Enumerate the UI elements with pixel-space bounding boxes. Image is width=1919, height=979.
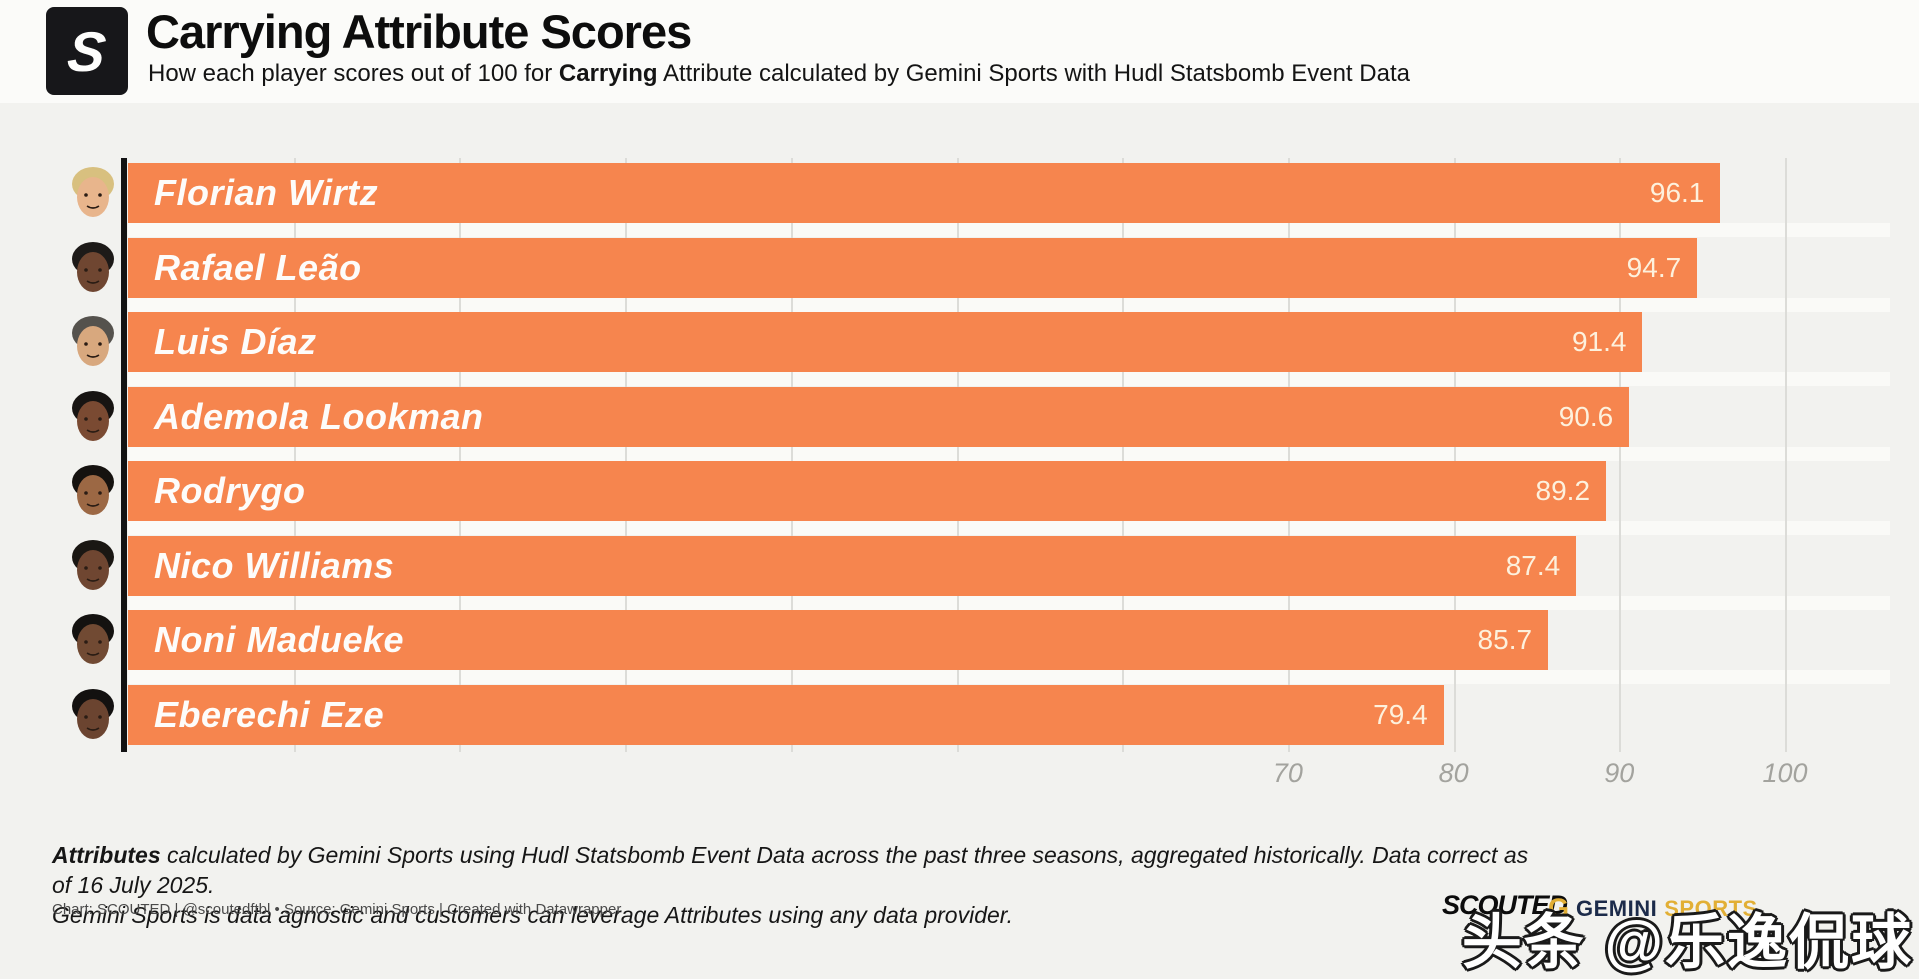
x-tick-label-80: 80 xyxy=(1438,758,1469,788)
sports-wordmark: SPORTS xyxy=(1664,895,1758,921)
chart-subtitle: How each player scores out of 100 for Ca… xyxy=(148,60,1410,88)
gridline-40 xyxy=(790,158,793,752)
row-gap-strip xyxy=(128,446,1890,461)
gridline-100 xyxy=(1785,158,1787,752)
footer-note-rest: calculated by Gemini Sports using Hudl S… xyxy=(52,842,1529,898)
bar-row: Florian Wirtz 96.1 xyxy=(0,163,1919,223)
player-name-label: Florian Wirtz xyxy=(154,172,379,213)
gemini-wordmark: GEMINI xyxy=(1576,895,1658,921)
player-photo xyxy=(72,614,114,664)
score-value-label: 85.7 xyxy=(1477,624,1533,655)
player-photo xyxy=(72,167,114,217)
score-bar: Rafael Leão 94.7 xyxy=(128,237,1698,298)
row-gap-strip xyxy=(128,223,1890,237)
gridline-70 xyxy=(1287,158,1290,752)
player-name-label: Rafael Leão xyxy=(154,246,362,288)
bar-row: Ademola Lookman 90.6 xyxy=(0,386,1919,447)
gridline-30 xyxy=(625,158,628,752)
row-gap-strip xyxy=(128,521,1890,535)
gemini-g-icon: G xyxy=(1548,893,1570,923)
score-bar: Ademola Lookman 90.6 xyxy=(128,386,1630,447)
subtitle-bold: Carrying xyxy=(558,60,658,87)
x-tick-label-70: 70 xyxy=(1272,758,1303,788)
gemini-sports-logo: G GEMINI SPORTS xyxy=(1548,893,1758,924)
score-bar: Luis Díaz 91.4 xyxy=(128,312,1643,372)
subtitle-pre: How each player scores out of 100 for xyxy=(148,60,559,87)
score-value-label: 79.4 xyxy=(1373,698,1428,730)
score-bar: Noni Madueke 85.7 xyxy=(128,610,1549,670)
player-name-label: Ademola Lookman xyxy=(154,395,484,437)
player-photo xyxy=(72,316,114,366)
subtitle-post: Attribute calculated by Gemini Sports wi… xyxy=(657,60,1410,87)
score-bar: Florian Wirtz 96.1 xyxy=(128,163,1721,223)
player-photo xyxy=(72,390,114,441)
score-bar: Eberechi Eze 79.4 xyxy=(128,684,1444,745)
score-bar: Rodrygo 89.2 xyxy=(128,461,1607,521)
score-value-label: 94.7 xyxy=(1626,251,1682,283)
row-gap-strip xyxy=(128,372,1890,386)
row-gap-strip xyxy=(128,595,1890,610)
page-title: Carrying Attribute Scores xyxy=(146,5,692,58)
gridline-90 xyxy=(1619,158,1622,752)
chart-credit: Chart: SCOUTED | @scoutedftbl • Source: … xyxy=(52,901,622,918)
watermark-text: 头条 @乐逸侃球 xyxy=(1461,909,1913,976)
y-axis-line xyxy=(121,158,127,752)
header-band xyxy=(0,0,1919,103)
bar-row: Eberechi Eze 79.4 xyxy=(0,684,1919,745)
bar-row: Nico Williams 87.4 xyxy=(0,535,1919,596)
score-bar: Nico Williams 87.4 xyxy=(128,535,1577,596)
score-value-label: 90.6 xyxy=(1558,400,1614,432)
row-gap-strip xyxy=(128,670,1890,684)
x-tick-label-90: 90 xyxy=(1604,758,1635,788)
bar-row: Luis Díaz 91.4 xyxy=(0,312,1919,372)
player-photo xyxy=(72,688,114,739)
gridline-60 xyxy=(1122,158,1125,752)
bar-row: Noni Madueke 85.7 xyxy=(0,610,1919,670)
player-name-label: Luis Díaz xyxy=(154,321,317,362)
player-name-label: Nico Williams xyxy=(154,544,395,586)
scouted-s-logo-icon: S xyxy=(46,7,128,95)
footer-note: Attributes calculated by Gemini Sports u… xyxy=(52,840,1552,930)
player-photo xyxy=(72,241,114,292)
score-value-label: 87.4 xyxy=(1505,549,1561,581)
player-photo xyxy=(72,539,114,590)
gridline-50 xyxy=(956,158,959,752)
gridline-20 xyxy=(459,158,462,752)
score-value-label: 96.1 xyxy=(1649,177,1705,208)
scouted-wordmark: SCOUTED xyxy=(1442,890,1568,920)
x-tick-label-100: 100 xyxy=(1762,758,1808,788)
score-value-label: 89.2 xyxy=(1535,475,1591,506)
gridline-80 xyxy=(1453,158,1456,752)
footer-note-line2: Gemini Sports is data agnostic and custo… xyxy=(52,902,1013,928)
bar-row: Rodrygo 89.2 xyxy=(0,461,1919,521)
player-name-label: Rodrygo xyxy=(154,470,306,511)
bar-row: Rafael Leão 94.7 xyxy=(0,237,1919,298)
player-name-label: Noni Madueke xyxy=(154,619,405,660)
row-gap-strip xyxy=(128,297,1890,312)
player-photo xyxy=(72,465,114,515)
player-name-label: Eberechi Eze xyxy=(154,693,385,735)
score-value-label: 91.4 xyxy=(1571,326,1627,357)
footer-note-bold: Attributes xyxy=(52,842,161,868)
gridline-10 xyxy=(293,158,296,752)
